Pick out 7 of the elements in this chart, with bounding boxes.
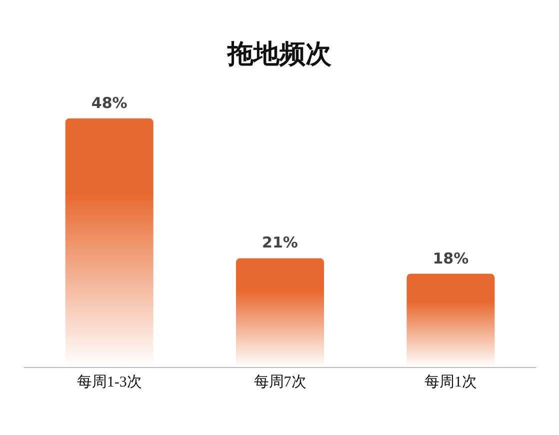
x-tick-label: 每周1次 <box>424 374 477 390</box>
chart-title: 拖地频次 <box>226 40 332 68</box>
data-label: 48% <box>91 94 128 112</box>
x-tick-label: 每周1-3次 <box>76 374 142 390</box>
x-tick-label: 每周7次 <box>254 374 306 390</box>
data-label: 21% <box>262 234 298 252</box>
data-label: 18% <box>432 249 469 268</box>
